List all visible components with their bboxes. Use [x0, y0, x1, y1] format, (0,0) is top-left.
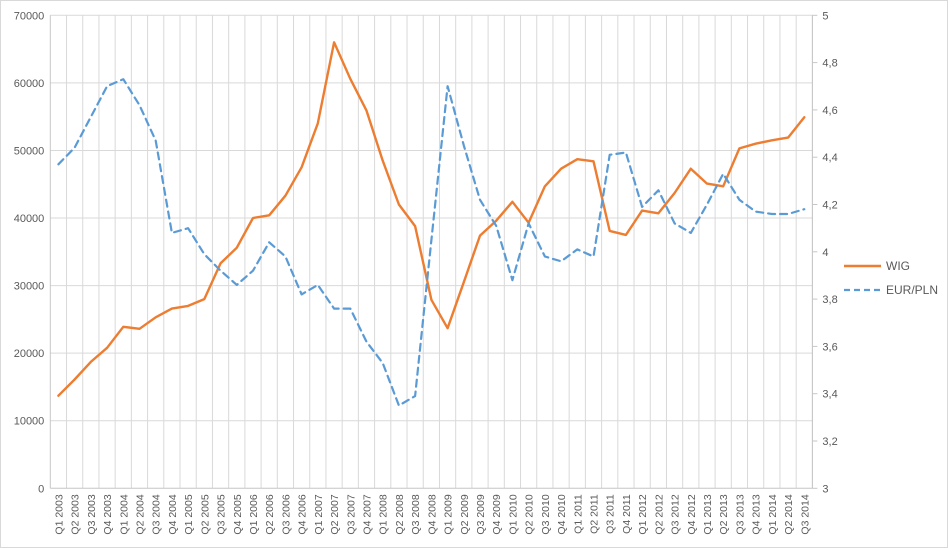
x-axis-category-label: Q2 2004: [134, 494, 146, 534]
x-axis-category-label: Q3 2011: [605, 494, 617, 534]
x-axis-category-label: Q1 2004: [118, 494, 130, 534]
wig-series-line: [57, 41, 806, 397]
x-axis-category-label: Q2 2007: [329, 494, 341, 534]
x-axis-category-label: Q2 2005: [199, 494, 211, 534]
x-axis-category-label: Q4 2011: [621, 494, 633, 534]
legend-item-wig[interactable]: WIG: [844, 259, 910, 273]
x-axis-category-label: Q2 2003: [70, 494, 82, 534]
left-axis-tick-label: 10000: [14, 416, 45, 428]
x-axis-category-label: Q2 2012: [653, 494, 665, 534]
x-axis-category-label: Q1 2008: [378, 494, 390, 534]
right-axis-tick-label: 4: [822, 247, 828, 259]
right-axis-tick-label: 5: [822, 10, 828, 22]
right-axis-tick-label: 4,8: [822, 58, 837, 70]
x-axis-category-label: Q4 2012: [686, 494, 698, 534]
x-axis-category-label: Q2 2010: [524, 494, 536, 534]
x-axis-category-label: Q1 2010: [507, 494, 519, 534]
x-axis-category-label: Q3 2006: [280, 494, 292, 534]
right-axis-tick-label: 3,8: [822, 294, 837, 306]
x-axis-category-label: Q1 2009: [443, 494, 455, 534]
right-axis-labels: 3 3,2 3,4 3,6 3,8 4 4,2 4,4 4,6 4,8 5: [812, 10, 838, 495]
right-axis-tick-label: 4,6: [822, 105, 837, 117]
axis-lines: [49, 15, 813, 489]
legend-eurpln-label: EUR/PLN: [886, 283, 938, 297]
x-axis-category-label: Q1 2011: [572, 494, 584, 534]
left-axis-tick-label: 30000: [14, 281, 45, 293]
right-axis-tick-label: 3: [822, 483, 828, 495]
x-axis-category-label: Q4 2009: [491, 494, 503, 534]
left-axis-tick-label: 40000: [14, 213, 45, 225]
right-axis-tick-label: 4,2: [822, 200, 837, 212]
x-axis-category-label: Q1 2012: [637, 494, 649, 534]
x-axis-category-label: Q4 2005: [232, 494, 244, 534]
gridlines: [50, 14, 813, 489]
x-axis-category-label: Q2 2014: [783, 494, 795, 534]
x-axis-category-label: Q2 2006: [264, 494, 276, 534]
x-axis-category-label: Q4 2008: [426, 494, 438, 534]
x-axis-category-label: Q3 2014: [799, 494, 811, 534]
x-axis-category-label: Q4 2004: [167, 494, 179, 534]
x-axis-category-label: Q1 2007: [313, 494, 325, 534]
legend-item-eurpln[interactable]: EUR/PLN: [844, 283, 938, 297]
x-axis-category-label: Q1 2005: [183, 494, 195, 534]
x-axis-category-label: Q3 2007: [345, 494, 357, 534]
x-axis-category-label: Q3 2009: [475, 494, 487, 534]
x-axis-category-label: Q2 2013: [718, 494, 730, 534]
x-axis-category-label: Q3 2003: [86, 494, 98, 534]
x-axis-category-label: Q3 2004: [151, 494, 163, 534]
x-axis-category-label: Q3 2008: [410, 494, 422, 534]
x-axis-labels: Q1 2003 Q2 2003 Q3 2003 Q4 2003 Q1 2004 Q2 20…: [53, 494, 811, 534]
left-axis-tick-label: 50000: [14, 145, 45, 157]
left-axis-tick-label: 60000: [14, 78, 45, 90]
x-axis-category-label: Q1 2014: [767, 494, 779, 534]
x-axis-category-label: Q3 2012: [670, 494, 682, 534]
x-axis-category-label: Q3 2013: [734, 494, 746, 534]
x-axis-category-label: Q2 2011: [588, 494, 600, 534]
x-axis-category-label: Q2 2009: [459, 494, 471, 534]
x-axis-category-label: Q3 2010: [540, 494, 552, 534]
x-axis-category-label: Q4 2003: [102, 494, 114, 534]
x-axis-category-label: Q1 2013: [702, 494, 714, 534]
x-axis-category-label: Q4 2013: [751, 494, 763, 534]
x-axis-category-label: Q1 2003: [53, 494, 65, 534]
left-axis-labels: 0 10000 20000 30000 40000 50000 60000 70000: [14, 10, 45, 495]
eurpln-series-line: [57, 78, 806, 407]
x-axis-category-label: Q2 2008: [394, 494, 406, 534]
right-axis-tick-label: 3,4: [822, 389, 837, 401]
left-axis-tick-label: 20000: [14, 348, 45, 360]
x-axis-category-label: Q1 2006: [248, 494, 260, 534]
left-axis-tick-label: 70000: [14, 10, 45, 22]
legend-wig-label: WIG: [886, 259, 910, 273]
x-axis-category-label: Q4 2006: [297, 494, 309, 534]
right-axis-tick-label: 3,6: [822, 341, 837, 353]
left-axis-tick-label: 0: [38, 483, 44, 495]
right-axis-tick-label: 4,4: [822, 152, 837, 164]
x-axis-category-label: Q4 2007: [361, 494, 373, 534]
x-axis-category-label: Q4 2010: [556, 494, 568, 534]
right-axis-tick-label: 3,2: [822, 436, 837, 448]
x-axis-category-label: Q3 2005: [216, 494, 228, 534]
legend: WIG EUR/PLN: [844, 259, 938, 297]
